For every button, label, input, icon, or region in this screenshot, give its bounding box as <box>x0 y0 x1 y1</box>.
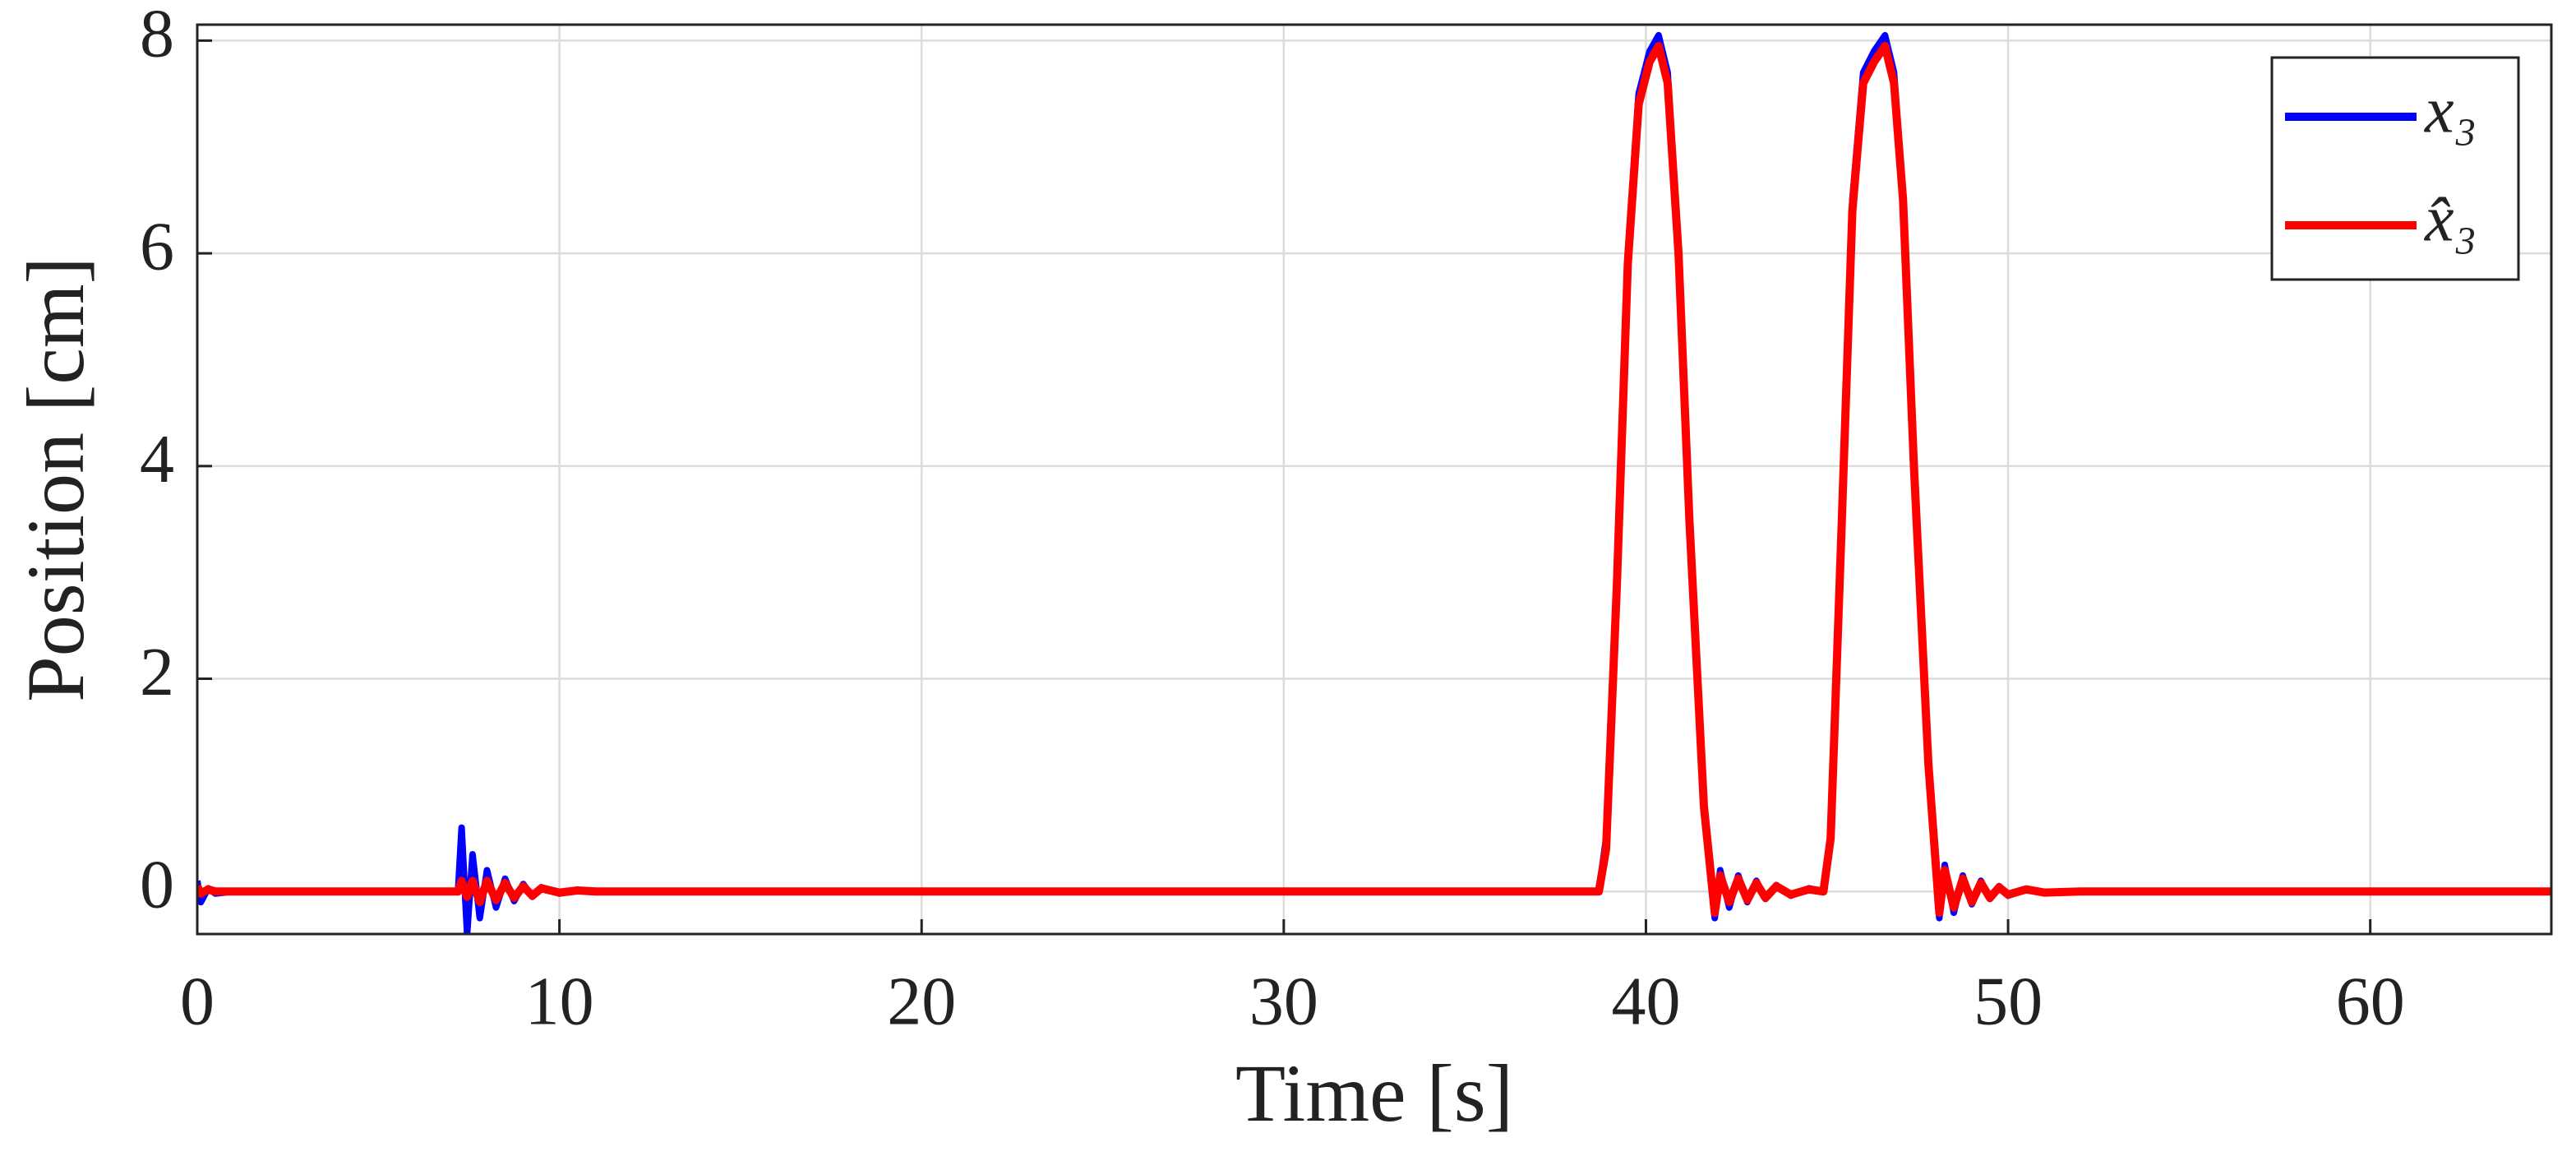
plot-area <box>197 25 2551 934</box>
x-axis-label: Time [s] <box>1235 1047 1513 1139</box>
x-tick-label: 20 <box>887 963 956 1039</box>
legend-box <box>2270 56 2520 281</box>
x-tick-label: 30 <box>1249 963 1318 1039</box>
y-tick-label: 0 <box>140 847 174 923</box>
x-tick-label: 0 <box>180 963 215 1039</box>
x-tick-label: 50 <box>1974 963 2043 1039</box>
y-tick-label: 8 <box>140 0 174 72</box>
x-tick-label: 40 <box>1611 963 1680 1039</box>
legend-label: x̂₃ <box>2424 183 2477 255</box>
x-tick-label: 10 <box>525 963 594 1039</box>
legend-label: x₃ <box>2424 74 2477 146</box>
axes-box <box>196 23 2553 936</box>
y-axis-label: Position [cm] <box>10 257 101 702</box>
y-tick-label: 4 <box>140 421 174 497</box>
y-tick-label: 2 <box>140 634 174 710</box>
x-tick-label: 60 <box>2336 963 2405 1039</box>
series-line <box>197 41 2551 918</box>
y-tick-label: 6 <box>140 208 174 284</box>
